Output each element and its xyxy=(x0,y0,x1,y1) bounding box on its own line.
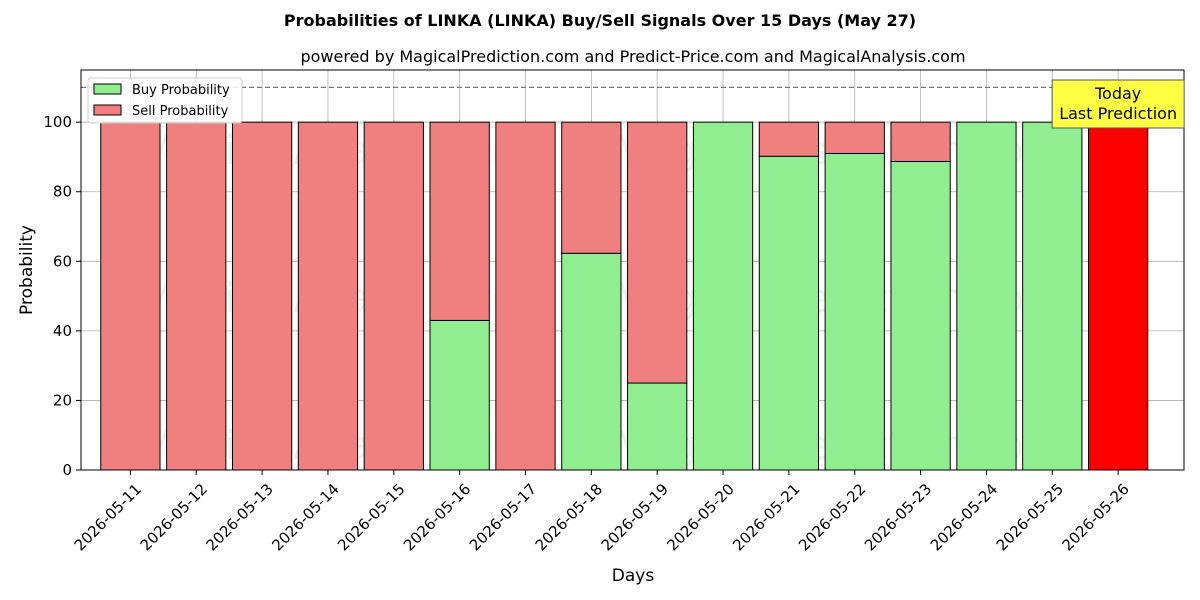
bar-today-2026-05-26 xyxy=(1088,121,1149,471)
bar-buy-2026-05-24 xyxy=(956,121,1017,471)
bar-buy-2026-05-19 xyxy=(627,382,688,471)
bar-buy-2026-05-21 xyxy=(758,155,820,471)
legend: Buy Probability Sell Probability xyxy=(87,77,243,124)
x-tick-label: 2026-05-11 xyxy=(71,480,145,554)
plot-frame xyxy=(80,69,1185,471)
annotation-line: Today xyxy=(1094,84,1141,103)
bar-sell-2026-05-15 xyxy=(363,121,424,471)
bar-buy-2026-05-22 xyxy=(824,152,885,471)
x-tick-label: 2026-05-16 xyxy=(400,480,474,554)
legend-swatch xyxy=(93,104,122,116)
x-axis-label: Days xyxy=(612,566,655,586)
y-tick-label: 40 xyxy=(53,322,72,340)
bars xyxy=(100,121,1149,471)
x-tick-label: 2026-05-22 xyxy=(795,480,869,554)
x-tick-label: 2026-05-24 xyxy=(927,480,1001,554)
bar-buy-2026-05-18 xyxy=(561,252,622,471)
y-tick-label: 100 xyxy=(43,113,72,131)
bar-buy-2026-05-25 xyxy=(1022,121,1083,471)
bar-sell-2026-05-13 xyxy=(231,121,293,471)
bar-buy-2026-05-16 xyxy=(429,319,490,471)
chart-title: Probabilities of LINKA (LINKA) Buy/Sell … xyxy=(284,11,916,30)
x-tick-label: 2026-05-19 xyxy=(598,480,672,554)
bar-sell-2026-05-18 xyxy=(561,121,622,254)
x-tick-label: 2026-05-12 xyxy=(137,480,211,554)
bar-sell-2026-05-16 xyxy=(429,121,490,321)
y-tick-label: 0 xyxy=(62,461,72,479)
x-axis: 2026-05-112026-05-122026-05-132026-05-14… xyxy=(71,470,1133,554)
x-tick-label: 2026-05-14 xyxy=(268,480,342,554)
y-axis-label: Probability xyxy=(17,225,37,315)
legend-box xyxy=(87,77,243,124)
x-tick-label: 2026-05-13 xyxy=(202,480,276,554)
annotation-box xyxy=(1051,79,1185,129)
x-tick-label: 2026-05-15 xyxy=(334,480,408,554)
bar-sell-2026-05-22 xyxy=(824,121,885,154)
bar-sell-2026-05-12 xyxy=(166,121,227,471)
x-tick-label: 2026-05-20 xyxy=(663,480,737,554)
bar-buy-2026-05-23 xyxy=(890,160,951,471)
y-tick-label: 80 xyxy=(53,183,72,201)
y-tick-label: 60 xyxy=(53,252,72,270)
x-tick-label: 2026-05-26 xyxy=(1059,480,1133,554)
bar-sell-2026-05-19 xyxy=(627,121,688,384)
bar-sell-2026-05-17 xyxy=(495,121,556,471)
y-tick-label: 20 xyxy=(53,391,72,409)
bar-sell-2026-05-23 xyxy=(890,121,951,162)
legend-swatch xyxy=(93,83,122,95)
bar-sell-2026-05-11 xyxy=(100,121,161,471)
annotation-line: Last Prediction xyxy=(1059,104,1177,123)
x-tick-label: 2026-05-21 xyxy=(729,480,803,554)
legend-label: Buy Probability xyxy=(132,83,230,98)
x-tick-label: 2026-05-17 xyxy=(466,480,540,554)
bar-sell-2026-05-21 xyxy=(758,121,820,157)
bar-sell-2026-05-14 xyxy=(297,121,359,471)
x-tick-label: 2026-05-23 xyxy=(861,480,935,554)
legend-label: Sell Probability xyxy=(132,104,229,119)
y-axis: 0 20 40 60 80 100 xyxy=(43,113,81,479)
x-tick-label: 2026-05-18 xyxy=(532,480,606,554)
x-tick-label: 2026-05-25 xyxy=(993,480,1067,554)
chart-subtitle: powered by MagicalPrediction.com and Pre… xyxy=(300,47,965,66)
bar-buy-2026-05-20 xyxy=(692,121,754,471)
